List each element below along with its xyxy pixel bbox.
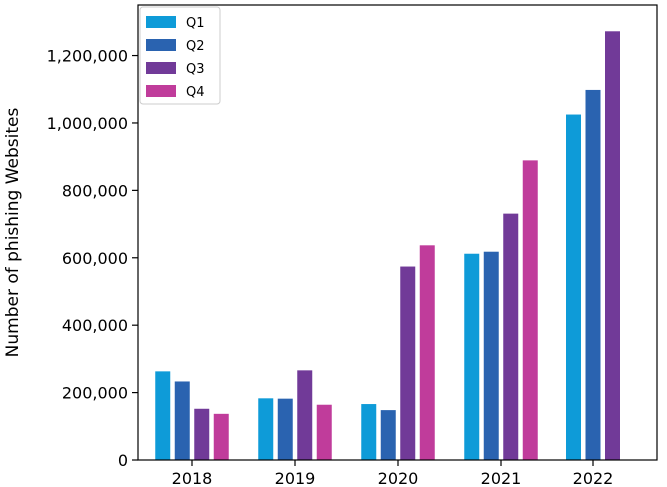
bar-2021-q2 <box>483 251 499 460</box>
bar-2022-q3 <box>605 31 620 460</box>
bar-2022-q2 <box>585 89 601 461</box>
y-tick-label: 400,000 <box>62 316 128 335</box>
bar-2019-q4 <box>316 404 332 460</box>
bar-2018-q2 <box>174 381 190 460</box>
bar-2018-q1 <box>155 371 171 460</box>
legend-label-q4: Q4 <box>186 85 205 100</box>
bars-layer <box>155 31 620 461</box>
y-tick-label: 1,000,000 <box>47 114 128 133</box>
y-tick-label: 600,000 <box>62 249 128 268</box>
legend-swatch-q4 <box>146 85 176 97</box>
legend-label-q3: Q3 <box>186 62 205 77</box>
axes-layer: 0 200,000 400,000 600,000 800,000 1,000,000 1,… <box>3 4 658 487</box>
x-tick-label: 2018 <box>172 469 213 487</box>
bar-2021-q4 <box>522 160 538 460</box>
legend-box <box>139 6 221 105</box>
bar-2020-q4 <box>419 245 435 460</box>
bar-2021-q1 <box>464 253 480 460</box>
x-tick-label: 2019 <box>275 469 316 487</box>
x-tick-label: 2020 <box>378 469 419 487</box>
bar-2022-q1 <box>566 114 581 460</box>
bar-2019-q2 <box>277 398 293 460</box>
y-tick-label: 800,000 <box>62 181 128 200</box>
bar-2021-q3 <box>503 213 519 460</box>
x-tick-label: 2021 <box>481 469 522 487</box>
bar-2020-q3 <box>400 266 416 460</box>
y-tick-label: 200,000 <box>62 384 128 403</box>
legend: Q1 Q2 Q3 Q4 <box>139 6 221 105</box>
bar-2018-q3 <box>194 408 210 460</box>
legend-label-q2: Q2 <box>186 39 205 54</box>
legend-swatch-q3 <box>146 62 176 74</box>
x-tick-label: 2022 <box>573 469 614 487</box>
y-tick-label: 0 <box>118 451 128 470</box>
bar-2019-q1 <box>258 398 274 460</box>
bar-2019-q3 <box>297 370 313 460</box>
y-axis-label: Number of phishing Websites <box>3 108 23 358</box>
legend-swatch-q1 <box>146 16 176 28</box>
bar-2020-q1 <box>361 404 377 460</box>
bar-2018-q4 <box>213 413 229 460</box>
legend-swatch-q2 <box>146 39 176 51</box>
legend-label-q1: Q1 <box>186 16 205 31</box>
y-tick-label: 1,200,000 <box>47 47 128 66</box>
bar-2020-q2 <box>380 410 396 460</box>
